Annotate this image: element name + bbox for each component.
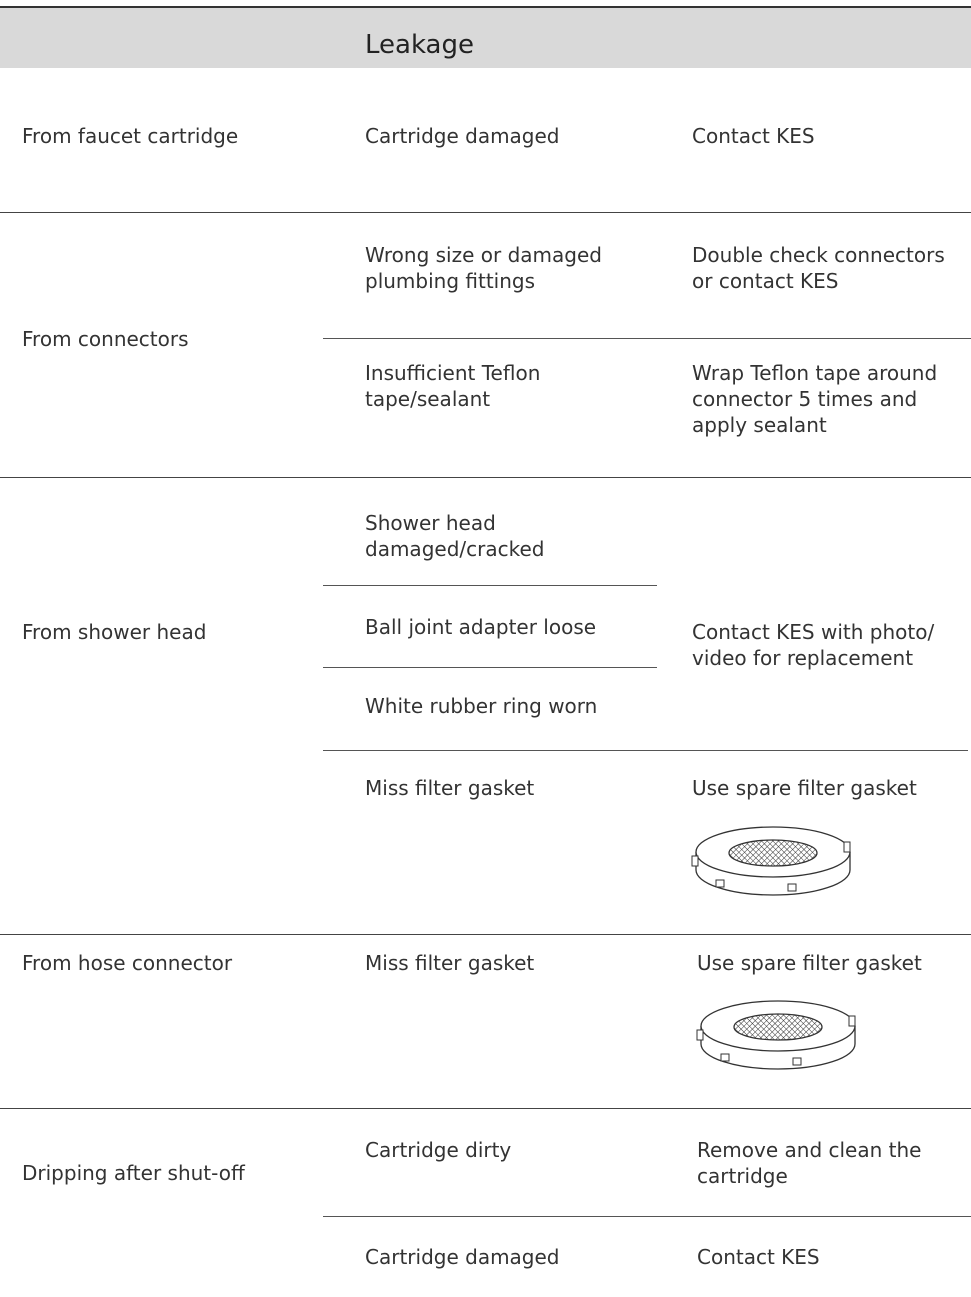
solution: Remove and clean the [697,1138,922,1162]
cause: Cartridge dirty [365,1138,512,1162]
solution: connector 5 times and [692,387,918,411]
problem: From faucet cartridge [22,124,239,148]
row-divider [0,477,971,478]
cause: Wrong size or damaged [365,243,602,267]
header-band [0,6,971,68]
cause: Cartridge damaged [365,124,560,148]
cause: Ball joint adapter loose [365,615,597,639]
header-title: Leakage [365,30,474,60]
problem: From shower head [22,620,207,644]
solution: Contact KES [692,124,815,148]
solution: Contact KES [697,1245,820,1269]
cause: Cartridge damaged [365,1245,560,1269]
cause-divider [323,338,971,339]
solution: apply sealant [692,413,827,437]
problem: Dripping after shut-off [22,1161,245,1185]
problem: From connectors [22,327,189,351]
solution: Double check connectors [692,243,945,267]
solution: Use spare filter gasket [692,776,917,800]
cause: Shower head [365,511,496,535]
cause: Miss filter gasket [365,776,535,800]
solution: or contact KES [692,269,839,293]
cause-divider [323,667,657,668]
solution: Contact KES with photo/ [692,620,935,644]
cause: Insufficient Teflon [365,361,541,385]
cause-divider [323,1216,971,1217]
row-divider [0,934,971,935]
solution: video for replacement [692,646,914,670]
row-divider [0,1108,971,1109]
gasket-illustration [696,1000,856,1070]
cause: plumbing fittings [365,269,536,293]
cause: White rubber ring worn [365,694,598,718]
solution: cartridge [697,1164,788,1188]
cause: Miss filter gasket [365,951,535,975]
cause: tape/sealant [365,387,491,411]
cause-divider [323,585,657,586]
cause: damaged/cracked [365,537,545,561]
solution: Wrap Teflon tape around [692,361,938,385]
gasket-illustration [691,826,851,896]
cause-divider [323,750,968,751]
row-divider [0,212,971,213]
solution: Use spare filter gasket [697,951,922,975]
problem: From hose connector [22,951,233,975]
